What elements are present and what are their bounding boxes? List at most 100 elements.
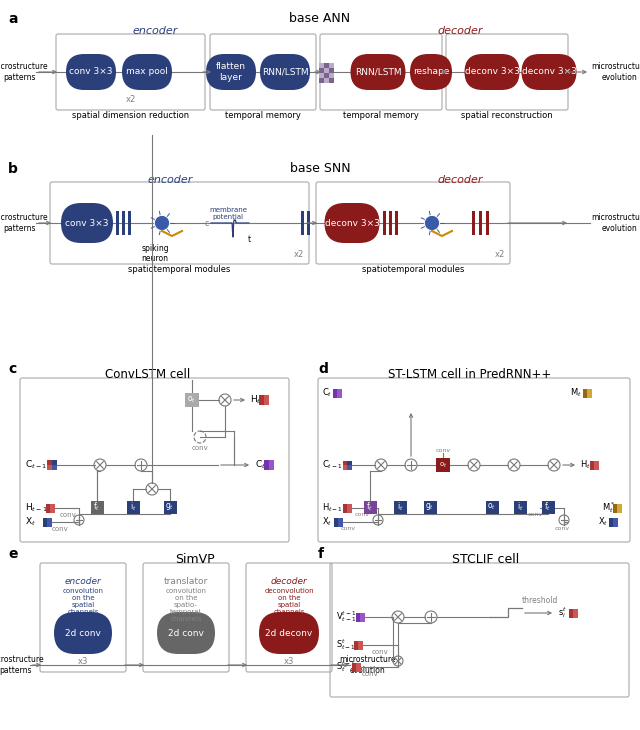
Bar xyxy=(319,68,324,73)
Bar xyxy=(338,522,342,526)
Text: threshold: threshold xyxy=(522,596,558,605)
Bar xyxy=(269,465,274,470)
Text: M$_t^*$: M$_t^*$ xyxy=(602,501,615,515)
Bar xyxy=(333,522,338,526)
Bar xyxy=(333,393,337,398)
Bar xyxy=(394,501,406,513)
Bar xyxy=(337,388,342,393)
Text: d: d xyxy=(318,362,328,376)
Bar xyxy=(594,461,598,465)
Text: conv: conv xyxy=(60,512,76,518)
Text: encoder: encoder xyxy=(132,26,178,36)
Bar xyxy=(356,667,360,672)
Bar xyxy=(589,465,594,469)
FancyBboxPatch shape xyxy=(157,612,215,654)
Bar xyxy=(358,640,362,645)
Bar xyxy=(347,504,351,508)
Bar xyxy=(127,501,140,513)
Text: g$_t$: g$_t$ xyxy=(165,502,175,512)
Bar xyxy=(329,63,334,68)
Text: conv: conv xyxy=(435,448,451,453)
Bar xyxy=(582,388,587,393)
Bar xyxy=(90,501,104,513)
Text: spiking
neuron: spiking neuron xyxy=(141,244,169,264)
Bar xyxy=(358,645,362,650)
Bar xyxy=(259,395,264,400)
Text: c: c xyxy=(8,362,16,376)
Text: translator: translator xyxy=(164,577,208,586)
Bar xyxy=(587,388,591,393)
Bar xyxy=(122,211,125,235)
Bar xyxy=(127,211,131,235)
Text: o$_t$: o$_t$ xyxy=(488,502,497,512)
Bar xyxy=(52,460,57,465)
Bar xyxy=(609,522,613,526)
Text: microstructure
evolution: microstructure evolution xyxy=(340,656,396,675)
Text: microstructure
evolution: microstructure evolution xyxy=(592,62,640,82)
Text: temporal memory: temporal memory xyxy=(343,111,419,120)
Text: conv: conv xyxy=(340,526,356,531)
Bar xyxy=(324,68,329,73)
Text: conv: conv xyxy=(355,512,369,517)
Text: X$_t$: X$_t$ xyxy=(322,516,332,529)
Bar xyxy=(307,211,310,235)
Text: e: e xyxy=(8,547,17,561)
Text: a: a xyxy=(8,12,17,26)
Bar xyxy=(351,667,356,672)
Text: ST-LSTM cell in PredRNN++: ST-LSTM cell in PredRNN++ xyxy=(388,368,552,381)
Bar xyxy=(613,522,618,526)
Text: H$_{t-1}$: H$_{t-1}$ xyxy=(25,502,47,514)
Text: ε: ε xyxy=(205,218,209,228)
Text: x3: x3 xyxy=(78,657,88,666)
Bar xyxy=(264,395,269,400)
Bar xyxy=(50,508,54,512)
Text: b: b xyxy=(8,162,18,176)
Text: conv: conv xyxy=(554,526,570,531)
Text: S$^{t-1}_{t}$: S$^{t-1}_{t}$ xyxy=(336,659,356,675)
Text: reshape: reshape xyxy=(413,67,449,77)
FancyBboxPatch shape xyxy=(465,54,520,90)
Bar xyxy=(52,465,57,470)
Text: o$_t$: o$_t$ xyxy=(439,461,447,469)
Text: conv 3×3: conv 3×3 xyxy=(65,218,109,228)
Text: x2: x2 xyxy=(495,250,505,259)
Bar xyxy=(329,68,334,73)
Bar xyxy=(347,465,351,469)
Text: H$_t$: H$_t$ xyxy=(250,393,262,407)
Bar xyxy=(568,609,573,613)
Bar xyxy=(513,501,527,513)
Bar xyxy=(353,645,358,650)
Text: temporal memory: temporal memory xyxy=(225,111,301,120)
FancyBboxPatch shape xyxy=(351,54,406,90)
Text: microstructure
evolution: microstructure evolution xyxy=(592,213,640,233)
Bar xyxy=(185,393,199,407)
Text: C$_t$: C$_t$ xyxy=(255,458,266,472)
Bar xyxy=(319,63,324,68)
Text: conv: conv xyxy=(527,512,543,517)
Text: deconv 3×3: deconv 3×3 xyxy=(324,218,380,228)
FancyBboxPatch shape xyxy=(61,203,113,243)
FancyBboxPatch shape xyxy=(260,54,310,90)
FancyBboxPatch shape xyxy=(259,612,319,654)
Bar xyxy=(264,460,269,465)
Bar xyxy=(47,522,51,526)
Text: conv: conv xyxy=(372,649,388,655)
Bar xyxy=(613,518,618,522)
Text: g$_t$: g$_t$ xyxy=(426,502,435,512)
Text: i$_t$: i$_t$ xyxy=(130,501,136,513)
Text: f$_t$: f$_t$ xyxy=(93,501,100,513)
Bar xyxy=(351,663,356,667)
Text: s$^t_i$: s$^t_i$ xyxy=(558,606,567,620)
Text: C$_{t-1}$: C$_{t-1}$ xyxy=(322,458,342,472)
Bar xyxy=(573,613,577,618)
Text: conv 3×3: conv 3×3 xyxy=(69,67,113,77)
FancyBboxPatch shape xyxy=(122,54,172,90)
Text: STCLIF cell: STCLIF cell xyxy=(452,553,520,566)
Bar xyxy=(612,504,617,508)
Bar xyxy=(342,465,347,469)
Text: x2: x2 xyxy=(125,95,136,104)
Text: 2d deconv: 2d deconv xyxy=(266,629,312,637)
FancyBboxPatch shape xyxy=(54,612,112,654)
Text: encoder: encoder xyxy=(147,175,193,185)
Bar xyxy=(50,504,54,508)
